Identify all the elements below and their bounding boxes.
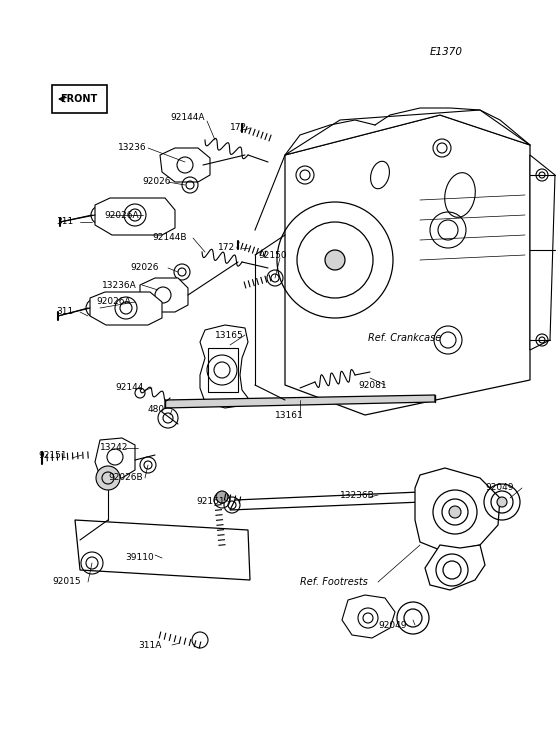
Text: 13236B: 13236B — [340, 490, 375, 499]
Text: 92026B: 92026B — [108, 474, 143, 482]
Circle shape — [135, 388, 145, 398]
Text: E1370: E1370 — [430, 47, 463, 57]
Circle shape — [96, 466, 120, 490]
Text: 172: 172 — [230, 124, 247, 132]
Text: 92049: 92049 — [378, 621, 407, 630]
Polygon shape — [208, 348, 238, 392]
Polygon shape — [90, 292, 162, 325]
Text: 13236A: 13236A — [102, 280, 137, 289]
Circle shape — [497, 497, 507, 507]
Polygon shape — [425, 545, 485, 590]
Circle shape — [214, 492, 230, 508]
Text: 92144A: 92144A — [170, 113, 204, 122]
Text: 311: 311 — [56, 217, 73, 226]
Polygon shape — [530, 155, 555, 350]
Text: 13161: 13161 — [275, 411, 304, 419]
Circle shape — [325, 250, 345, 270]
Polygon shape — [75, 520, 250, 580]
Circle shape — [449, 506, 461, 518]
Text: 13165: 13165 — [215, 331, 244, 340]
Text: 92049: 92049 — [485, 484, 514, 493]
Polygon shape — [415, 468, 500, 552]
Text: 172: 172 — [218, 244, 235, 253]
Text: 39110: 39110 — [125, 553, 154, 562]
Circle shape — [155, 280, 175, 300]
Polygon shape — [165, 395, 435, 408]
Text: Ref. Footrests: Ref. Footrests — [300, 577, 368, 587]
Circle shape — [180, 152, 200, 172]
Text: 13242: 13242 — [100, 444, 128, 452]
Text: 92144B: 92144B — [152, 234, 186, 242]
Text: Ref. Crankcase: Ref. Crankcase — [368, 333, 441, 343]
Polygon shape — [95, 198, 175, 235]
Text: 92151: 92151 — [38, 450, 67, 460]
Polygon shape — [140, 278, 188, 312]
Text: 92161: 92161 — [196, 498, 225, 507]
Circle shape — [216, 491, 228, 503]
Text: 92150: 92150 — [258, 250, 287, 260]
Text: 92026: 92026 — [130, 264, 158, 272]
FancyBboxPatch shape — [52, 85, 107, 113]
Polygon shape — [160, 148, 210, 182]
Polygon shape — [95, 438, 135, 478]
Text: 92081: 92081 — [358, 381, 386, 389]
Text: FRONT: FRONT — [60, 94, 97, 104]
Polygon shape — [200, 325, 248, 408]
Polygon shape — [230, 492, 422, 510]
Text: 92015: 92015 — [52, 578, 81, 586]
Text: 92026: 92026 — [142, 177, 170, 187]
Polygon shape — [342, 595, 395, 638]
Text: 92026A: 92026A — [104, 211, 139, 220]
Polygon shape — [285, 110, 530, 155]
Text: 480: 480 — [148, 406, 165, 414]
Text: 311A: 311A — [138, 640, 161, 649]
Text: 311: 311 — [56, 307, 73, 316]
Text: 13236: 13236 — [118, 143, 147, 152]
Text: 92144: 92144 — [115, 384, 143, 392]
Text: 92026A: 92026A — [96, 297, 130, 307]
Polygon shape — [285, 115, 530, 415]
